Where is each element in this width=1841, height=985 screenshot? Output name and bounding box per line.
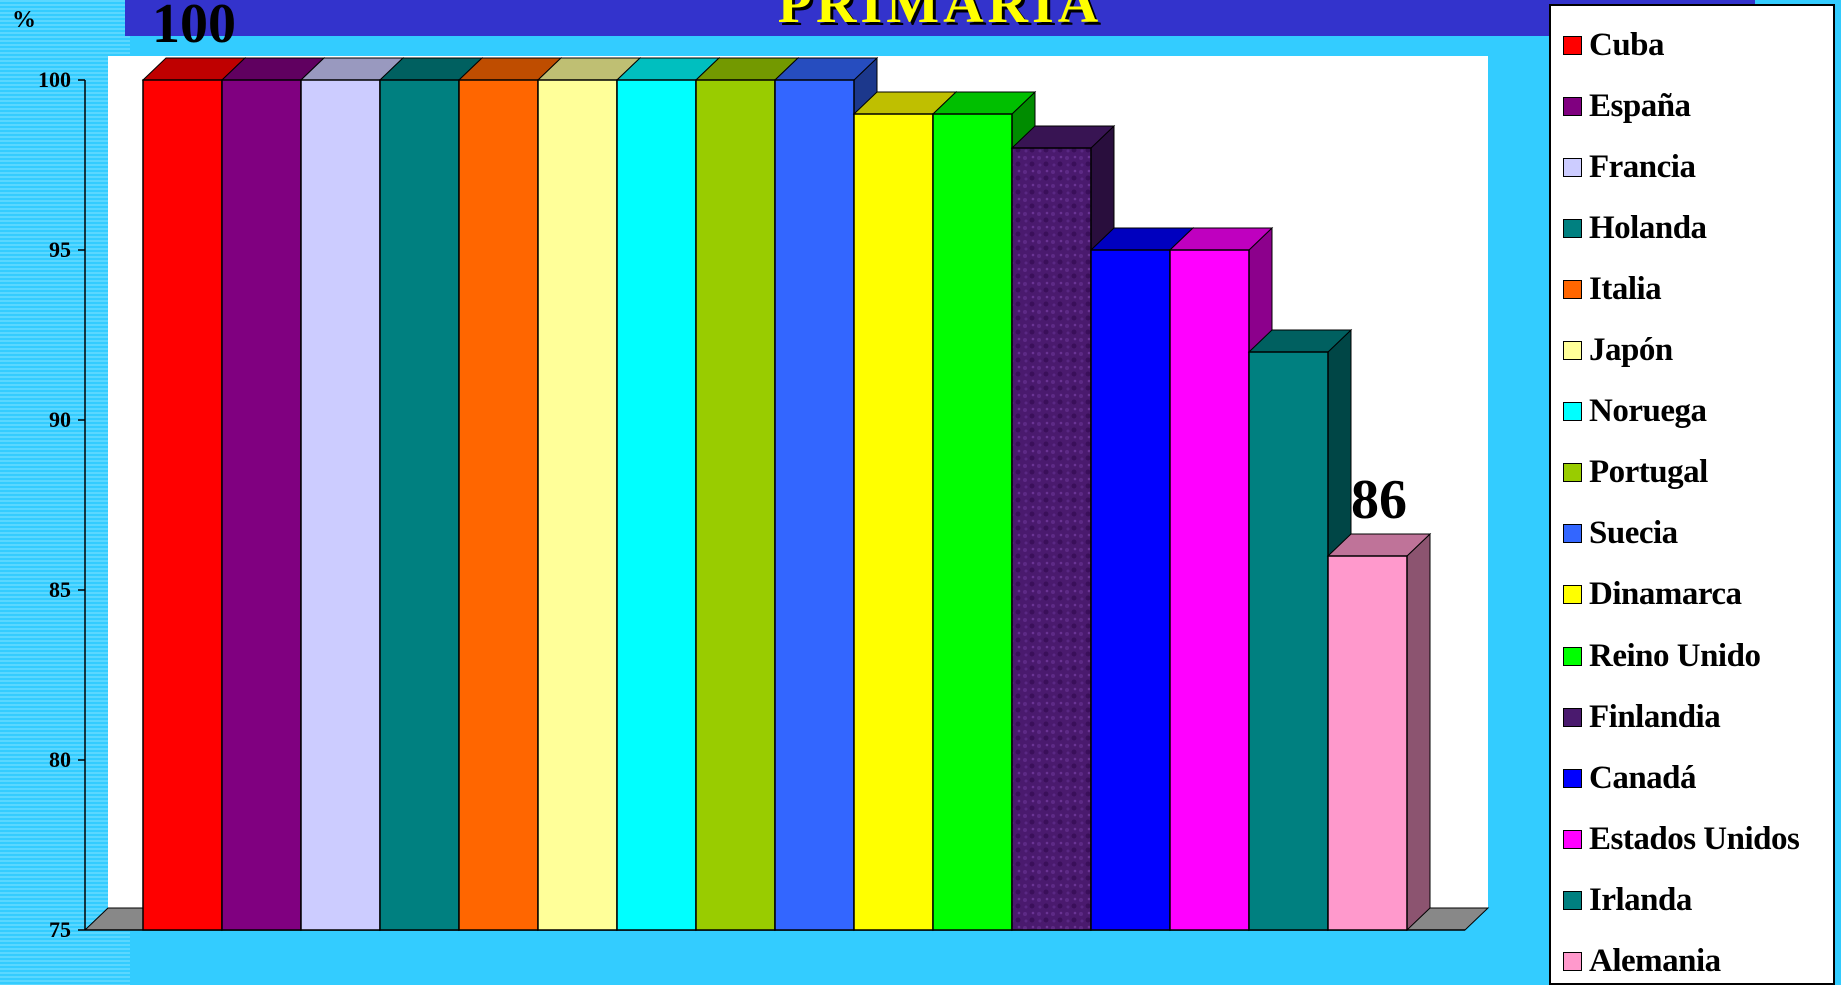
y-tick-label: 85 [49,577,71,602]
legend-swatch [1563,96,1582,116]
legend-swatch [1563,952,1582,971]
chart-title: PRIMARIA [777,0,1103,35]
bar-espa-a [221,79,302,931]
legend-label: Italia [1589,270,1662,307]
legend-item: Cuba [1563,25,1665,65]
bar-side-alemania [1406,532,1431,932]
legend-item: Portugal [1563,453,1708,493]
legend-label: Dinamarca [1589,576,1742,613]
legend-swatch [1563,585,1582,605]
legend: Cuba España Francia Holanda Italia Japón Norue… [1549,4,1835,985]
y-axis-unit: % [12,7,36,33]
legend-swatch [1563,35,1582,55]
legend-swatch [1563,646,1582,666]
y-tick-label: 95 [49,237,71,262]
bar-italia [458,79,539,931]
legend-item: Francia [1563,147,1696,187]
legend-swatch [1563,402,1582,422]
bar-dinamarca [853,113,934,931]
bar-suecia [774,79,855,931]
legend-item: Irlanda [1563,880,1692,920]
legend-item: Japón [1563,331,1673,371]
legend-swatch [1563,707,1582,727]
bar-alemania [1327,555,1408,931]
bar-jap-n [537,79,618,931]
legend-swatch [1563,157,1582,177]
legend-label: Alemania [1589,943,1721,979]
legend-item: España [1563,86,1691,126]
bar-cuba [142,79,223,931]
legend-item: Finlandia [1563,697,1721,737]
bar-reino-unido [932,113,1013,931]
data-label-alemania: 86 [1351,469,1407,531]
legend-label: Suecia [1589,515,1678,552]
legend-label: Portugal [1589,454,1708,491]
legend-swatch [1563,279,1582,299]
legend-item: Reino Unido [1563,636,1761,676]
legend-swatch [1563,524,1582,544]
legend-item: Noruega [1563,392,1707,432]
legend-swatch [1563,829,1582,849]
y-tick-label: 75 [49,917,71,942]
legend-swatch [1563,463,1582,483]
y-tick-label: 100 [38,67,71,92]
legend-label: Canadá [1589,759,1697,796]
legend-label: Estados Unidos [1589,820,1800,857]
y-tick-label: 80 [49,747,71,772]
title-banner: PRIMARIA [125,0,1755,36]
legend-item: Holanda [1563,208,1707,248]
legend-item: Canadá [1563,758,1697,798]
legend-label: Cuba [1589,26,1665,63]
legend-label: Japón [1589,332,1673,368]
bar-francia [300,79,381,931]
legend-swatch [1563,341,1582,360]
legend-item: Italia [1563,269,1662,309]
legend-item: Alemania [1563,942,1721,982]
legend-swatch [1563,768,1582,788]
bar-irlanda [1248,351,1329,931]
legend-label: Francia [1589,148,1696,185]
y-tick-label: 90 [49,407,71,432]
legend-label: Irlanda [1589,881,1692,918]
legend-swatch [1563,890,1582,910]
legend-label: Noruega [1589,393,1707,430]
legend-label: Reino Unido [1589,637,1761,674]
legend-item: Suecia [1563,514,1678,554]
bar-portugal [695,79,776,931]
legend-item: Dinamarca [1563,575,1742,615]
legend-label: España [1589,87,1691,124]
legend-label: Holanda [1589,209,1707,246]
bar-finlandia [1011,147,1092,931]
bar-noruega [616,79,697,931]
legend-swatch [1563,218,1582,238]
bar-canad- [1090,249,1171,931]
bar-estados-unidos [1169,249,1250,931]
data-label-cuba: 100 [152,0,236,55]
bar-holanda [379,79,460,931]
legend-label: Finlandia [1589,698,1721,735]
legend-item: Estados Unidos [1563,819,1800,859]
